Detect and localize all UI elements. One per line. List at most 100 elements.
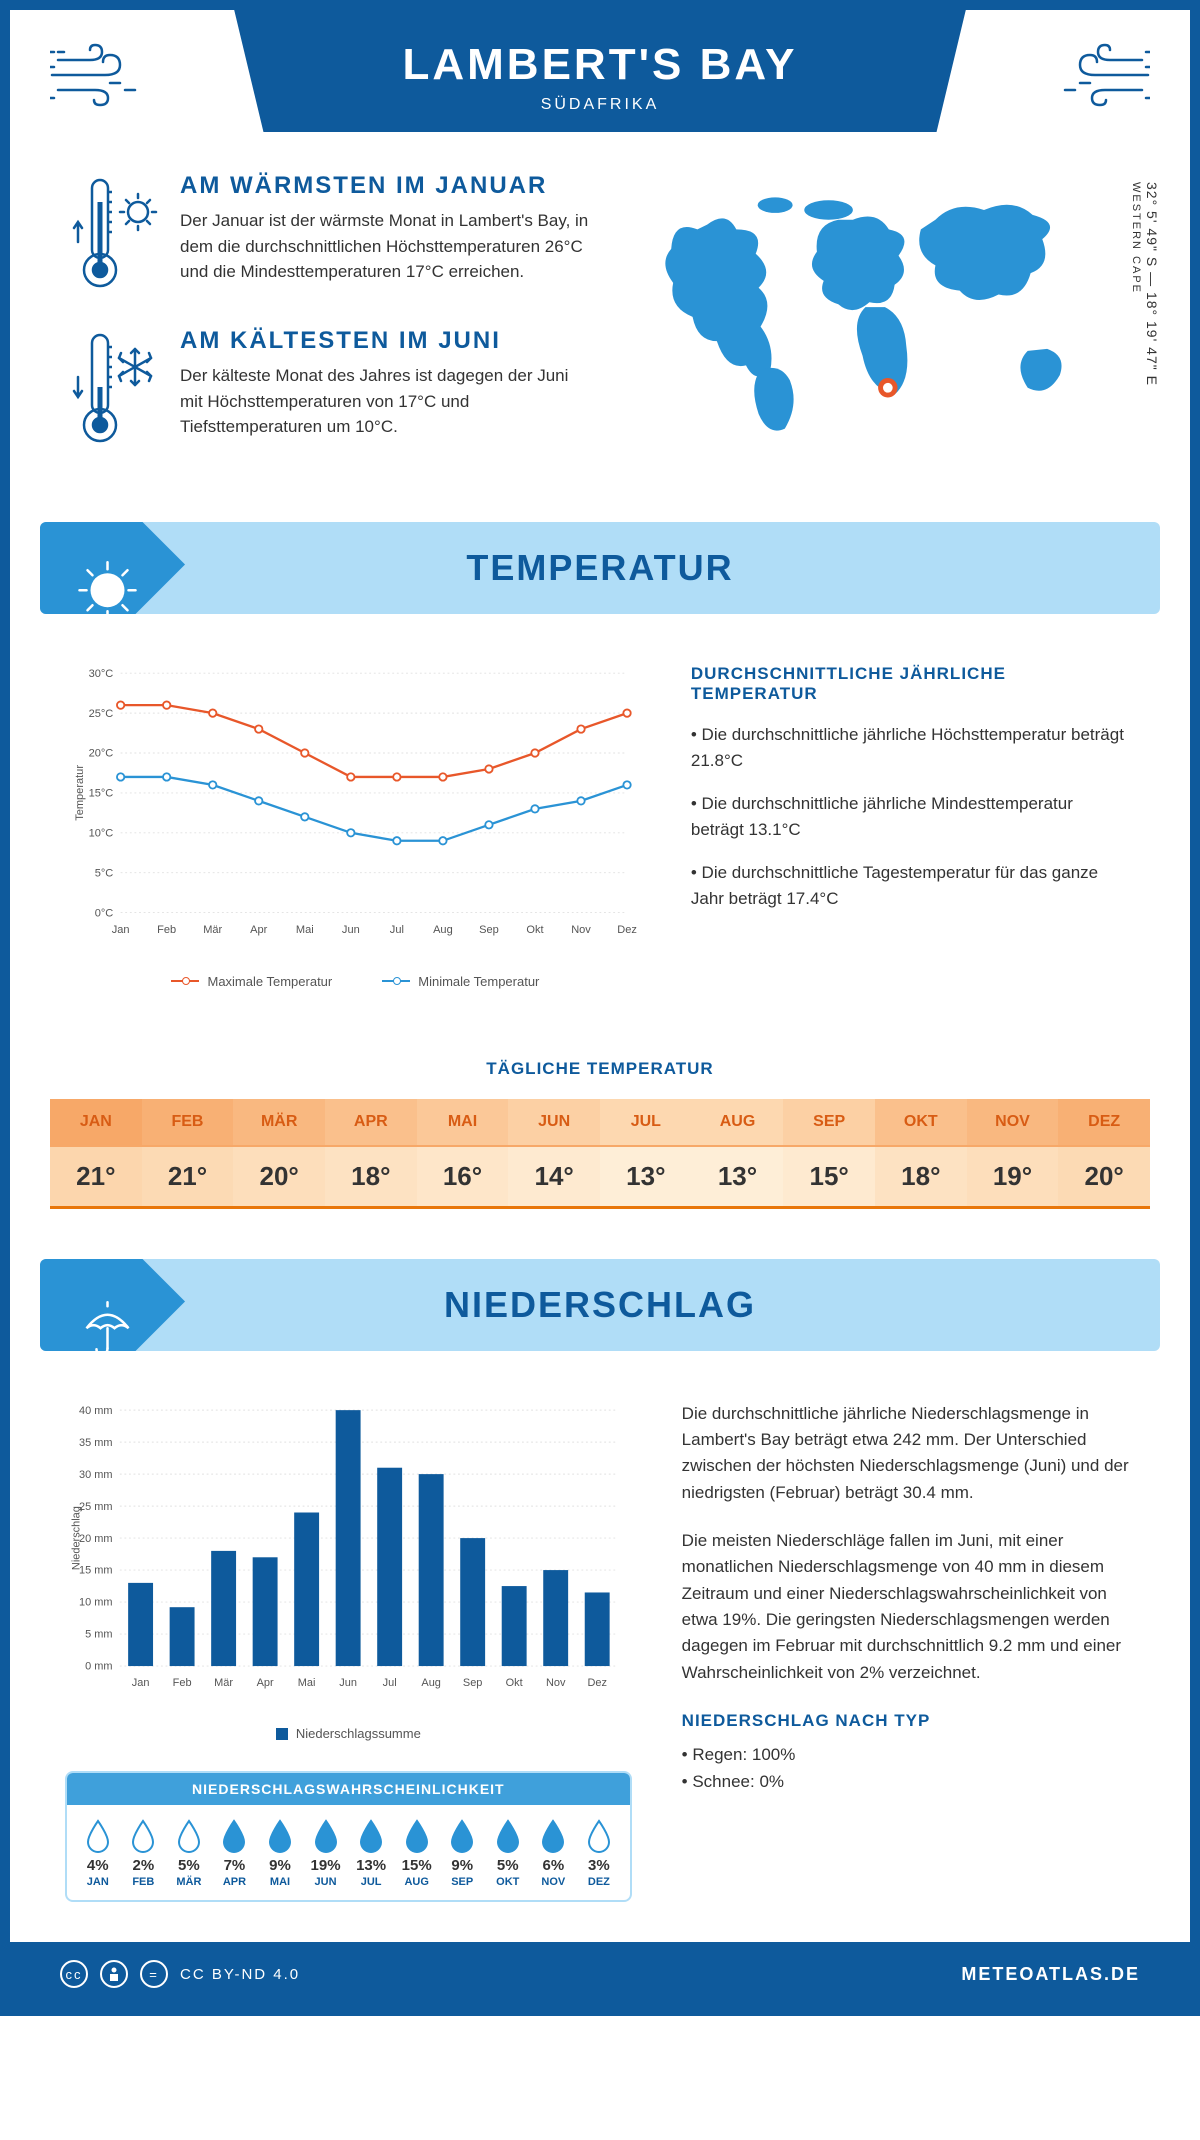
raindrop-icon (130, 1819, 156, 1853)
raindrop-icon (176, 1819, 202, 1853)
brand: METEOATLAS.DE (961, 1964, 1140, 1985)
daily-temp-value: 21° (50, 1147, 142, 1209)
svg-text:0°C: 0°C (95, 907, 114, 919)
probability-cell: 19% JUN (303, 1819, 349, 1888)
svg-text:Nov: Nov (546, 1677, 566, 1689)
page-subtitle: SÜDAFRIKA (254, 96, 946, 114)
precip-type-item: • Schnee: 0% (682, 1769, 1135, 1795)
svg-text:Jun: Jun (339, 1677, 357, 1689)
svg-text:20°C: 20°C (89, 748, 114, 760)
svg-text:35 mm: 35 mm (79, 1436, 112, 1448)
daily-temp-value: 14° (508, 1147, 600, 1209)
chart-legend: Niederschlagssumme (65, 1726, 632, 1741)
svg-text:Apr: Apr (250, 924, 267, 936)
warmest-block: AM WÄRMSTEN IM JANUAR Der Januar ist der… (70, 172, 604, 292)
svg-text:Dez: Dez (587, 1677, 606, 1689)
daily-temp-header: APR (325, 1099, 417, 1147)
svg-text:30°C: 30°C (89, 668, 114, 680)
precipitation-banner: NIEDERSCHLAG (40, 1259, 1160, 1351)
coldest-block: AM KÄLTESTEN IM JUNI Der kälteste Monat … (70, 327, 604, 447)
daily-temp-value: 13° (600, 1147, 692, 1209)
precipitation-heading: NIEDERSCHLAG (60, 1284, 1140, 1326)
svg-text:5°C: 5°C (95, 867, 114, 879)
temperature-chart: 0°C5°C10°C15°C20°C25°C30°CJanFebMärAprMa… (70, 664, 641, 989)
coordinates: 32° 5' 49" S — 18° 19' 47" E WESTERN CAP… (1128, 182, 1160, 386)
svg-text:Mär: Mär (214, 1677, 233, 1689)
temp-bullet: • Die durchschnittliche jährliche Mindes… (691, 791, 1130, 842)
daily-temp-value: 21° (142, 1147, 234, 1209)
precipitation-info: Die durchschnittliche jährliche Niedersc… (682, 1401, 1135, 1903)
svg-text:Okt: Okt (506, 1677, 523, 1689)
raindrop-icon (586, 1819, 612, 1853)
svg-text:30 mm: 30 mm (79, 1468, 112, 1480)
svg-text:Jul: Jul (383, 1677, 397, 1689)
temp-bullet: • Die durchschnittliche jährliche Höchst… (691, 722, 1130, 773)
probability-cell: 9% SEP (439, 1819, 485, 1888)
precip-type-item: • Regen: 100% (682, 1742, 1135, 1768)
svg-text:Mär: Mär (203, 924, 222, 936)
probability-cell: 4% JAN (75, 1819, 121, 1888)
svg-text:Jun: Jun (342, 924, 360, 936)
nd-icon: = (140, 1960, 168, 1988)
umbrella-icon (77, 1295, 139, 1351)
daily-temp-header: AUG (692, 1099, 784, 1147)
svg-text:Nov: Nov (571, 924, 591, 936)
svg-text:Apr: Apr (257, 1677, 274, 1689)
sun-icon (77, 559, 139, 615)
header-region: LAMBERT'S BAY SÜDAFRIKA (10, 10, 1190, 132)
probability-cell: 6% NOV (531, 1819, 577, 1888)
chart-legend: Maximale Temperatur Minimale Temperatur (70, 974, 641, 989)
svg-text:40 mm: 40 mm (79, 1404, 112, 1416)
daily-temp-value: 20° (233, 1147, 325, 1209)
coldest-title: AM KÄLTESTEN IM JUNI (180, 327, 590, 355)
precip-paragraph: Die meisten Niederschläge fallen im Juni… (682, 1528, 1135, 1686)
raindrop-icon (358, 1819, 384, 1853)
svg-text:Aug: Aug (433, 924, 453, 936)
svg-text:Jan: Jan (132, 1677, 150, 1689)
daily-temp-header: MAI (417, 1099, 509, 1147)
svg-text:Mai: Mai (298, 1677, 316, 1689)
svg-text:25°C: 25°C (89, 708, 114, 720)
daily-temp-header: MÄR (233, 1099, 325, 1147)
raindrop-icon (85, 1819, 111, 1853)
license: cc = CC BY-ND 4.0 (60, 1960, 300, 1988)
probability-cell: 5% OKT (485, 1819, 531, 1888)
svg-text:Sep: Sep (479, 924, 499, 936)
probability-cell: 7% APR (212, 1819, 258, 1888)
svg-text:20 mm: 20 mm (79, 1532, 112, 1544)
warmest-text: Der Januar ist der wärmste Monat in Lamb… (180, 208, 590, 285)
probability-cell: 5% MÄR (166, 1819, 212, 1888)
svg-text:15°C: 15°C (89, 788, 114, 800)
svg-text:Mai: Mai (296, 924, 314, 936)
svg-text:Sep: Sep (463, 1677, 483, 1689)
daily-temp-value: 20° (1058, 1147, 1150, 1209)
svg-text:10°C: 10°C (89, 827, 114, 839)
cc-icon: cc (60, 1960, 88, 1988)
svg-text:Feb: Feb (173, 1677, 192, 1689)
daily-temp-table: JANFEBMÄRAPRMAIJUNJULAUGSEPOKTNOVDEZ21°2… (50, 1099, 1150, 1209)
probability-cell: 9% MAI (257, 1819, 303, 1888)
probability-cell: 13% JUL (348, 1819, 394, 1888)
daily-temp-header: NOV (967, 1099, 1059, 1147)
coldest-text: Der kälteste Monat des Jahres ist dagege… (180, 363, 590, 440)
daily-temp-header: DEZ (1058, 1099, 1150, 1147)
page-title: LAMBERT'S BAY (254, 40, 946, 90)
svg-text:Niederschlag: Niederschlag (71, 1506, 83, 1570)
svg-text:Jan: Jan (112, 924, 130, 936)
raindrop-icon (313, 1819, 339, 1853)
warmest-title: AM WÄRMSTEN IM JANUAR (180, 172, 590, 200)
daily-temp-value: 15° (783, 1147, 875, 1209)
temperature-banner: TEMPERATUR (40, 522, 1160, 614)
temperature-heading: TEMPERATUR (60, 547, 1140, 589)
precip-paragraph: Die durchschnittliche jährliche Niedersc… (682, 1401, 1135, 1506)
by-icon (100, 1960, 128, 1988)
probability-cell: 2% FEB (121, 1819, 167, 1888)
svg-text:15 mm: 15 mm (79, 1564, 112, 1576)
svg-text:0 mm: 0 mm (85, 1660, 112, 1672)
svg-text:Dez: Dez (617, 924, 637, 936)
daily-temp-header: JUL (600, 1099, 692, 1147)
daily-temp-header: OKT (875, 1099, 967, 1147)
daily-temp-header: JAN (50, 1099, 142, 1147)
probability-cell: 15% AUG (394, 1819, 440, 1888)
probability-title: NIEDERSCHLAGSWAHRSCHEINLICHKEIT (67, 1773, 630, 1805)
